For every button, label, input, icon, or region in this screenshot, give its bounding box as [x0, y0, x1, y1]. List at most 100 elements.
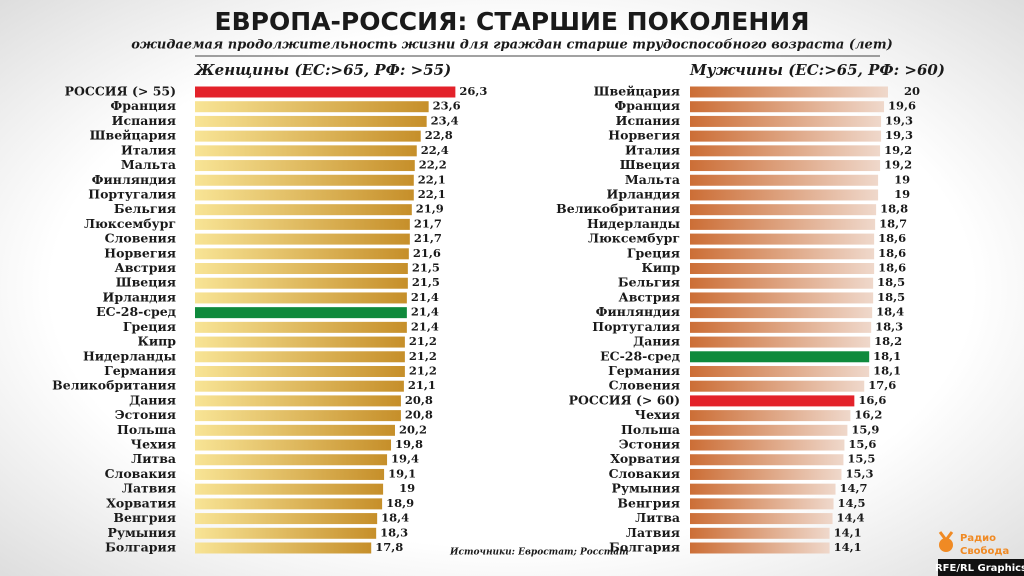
value-label: 19,4: [391, 452, 419, 466]
bar: [690, 307, 873, 319]
bar: [195, 86, 456, 98]
bar: [195, 454, 388, 466]
panel-title: Женщины (ЕС:>65, РФ: >55): [194, 61, 451, 79]
category-label: Дания: [129, 392, 176, 407]
value-label: 18,6: [878, 246, 906, 260]
value-label: 18,4: [876, 305, 904, 319]
category-label: РОССИЯ (> 55): [65, 84, 176, 99]
bar: [690, 498, 834, 510]
bar: [195, 101, 429, 113]
category-label: Германия: [104, 363, 176, 378]
title: ЕВРОПА-РОССИЯ: СТАРШИЕ ПОКОЛЕНИЯ: [215, 7, 810, 36]
category-label: Эстония: [619, 437, 680, 452]
category-label: Мальта: [625, 172, 680, 187]
category-label: Финляндия: [596, 304, 680, 319]
category-label: Норвегия: [104, 245, 176, 260]
category-label: Хорватия: [610, 451, 680, 466]
bar: [690, 395, 855, 407]
category-label: Ирландия: [103, 289, 176, 304]
category-label: Словакия: [105, 466, 176, 481]
bar: [195, 395, 401, 407]
category-label: Австрия: [619, 289, 680, 304]
bar: [195, 527, 377, 539]
value-label: 19,2: [884, 158, 912, 172]
bar: [195, 292, 407, 304]
value-label: 21,2: [409, 349, 437, 363]
value-label: 21,9: [416, 202, 444, 216]
bar: [690, 292, 874, 304]
category-label: Италия: [121, 142, 176, 157]
bar: [690, 277, 874, 289]
value-label: 21,4: [411, 319, 439, 333]
category-label: Греция: [123, 319, 176, 334]
value-label: 21,7: [414, 231, 442, 245]
category-label: Нидерланды: [83, 348, 176, 363]
panel-title: Мужчины (ЕС:>65, РФ: >60): [689, 61, 945, 79]
value-label: 19,3: [885, 113, 913, 127]
logo: Радио Свобода: [938, 531, 1009, 557]
value-label: 18,5: [877, 275, 905, 289]
bar: [195, 380, 404, 392]
value-label: 22,1: [418, 187, 446, 201]
logo-icon: [939, 538, 953, 552]
credit: RFE/RL Graphics: [935, 563, 1024, 574]
value-label: 26,3: [459, 84, 487, 98]
bar: [690, 101, 885, 113]
bar: [195, 233, 410, 245]
category-label: Мальта: [121, 157, 176, 172]
bar: [690, 468, 842, 480]
bar: [690, 513, 833, 525]
subtitle: ожидаемая продолжительность жизни для гр…: [131, 38, 892, 53]
bar: [195, 218, 410, 230]
category-label: Болгария: [609, 540, 680, 555]
value-label: 21,5: [412, 275, 440, 289]
category-label: Кипр: [137, 334, 176, 349]
category-label: Латвия: [122, 481, 176, 496]
bar: [690, 204, 877, 216]
bar: [195, 307, 407, 319]
category-label: Болгария: [105, 540, 176, 555]
credit-box: [938, 559, 1024, 576]
value-label: 18,1: [873, 363, 901, 377]
value-label: 19: [894, 187, 910, 201]
value-label: 22,4: [421, 143, 449, 157]
bar: [690, 410, 851, 422]
category-label: Швеция: [620, 157, 680, 172]
category-label: Великобритания: [52, 378, 176, 393]
category-label: Швейцария: [90, 128, 176, 143]
logo-text: Свобода: [960, 545, 1009, 557]
bar: [195, 321, 407, 333]
value-label: 18,9: [386, 496, 414, 510]
value-label: 18,3: [875, 319, 903, 333]
category-label: Франция: [614, 98, 680, 113]
value-label: 18,8: [880, 202, 908, 216]
value-label: 18,6: [878, 261, 906, 275]
value-label: 19: [894, 172, 910, 186]
category-label: Венгрия: [113, 510, 176, 525]
bar: [690, 130, 882, 142]
value-label: 21,2: [409, 363, 437, 377]
bar: [690, 527, 830, 539]
value-label: 19,8: [395, 437, 423, 451]
category-label: Люксембург: [588, 231, 680, 246]
bar: [195, 277, 408, 289]
category-label: Люксембург: [84, 216, 176, 231]
value-label: 14,4: [837, 511, 865, 525]
category-label: РОССИЯ (> 60): [569, 392, 680, 407]
category-label: Франция: [110, 98, 176, 113]
bar: [690, 218, 876, 230]
bar: [195, 160, 415, 172]
category-label: Словения: [609, 378, 680, 393]
logo-icon: [938, 531, 954, 543]
category-label: Польша: [117, 422, 176, 437]
value-label: 19,3: [885, 128, 913, 142]
bar: [195, 115, 427, 127]
bar: [195, 542, 372, 554]
bar: [195, 174, 414, 186]
bar: [690, 380, 865, 392]
bar: [690, 189, 879, 201]
category-label: Норвегия: [608, 128, 680, 143]
value-label: 22,1: [418, 172, 446, 186]
category-label: Бельгия: [618, 275, 680, 290]
value-label: 21,7: [414, 216, 442, 230]
